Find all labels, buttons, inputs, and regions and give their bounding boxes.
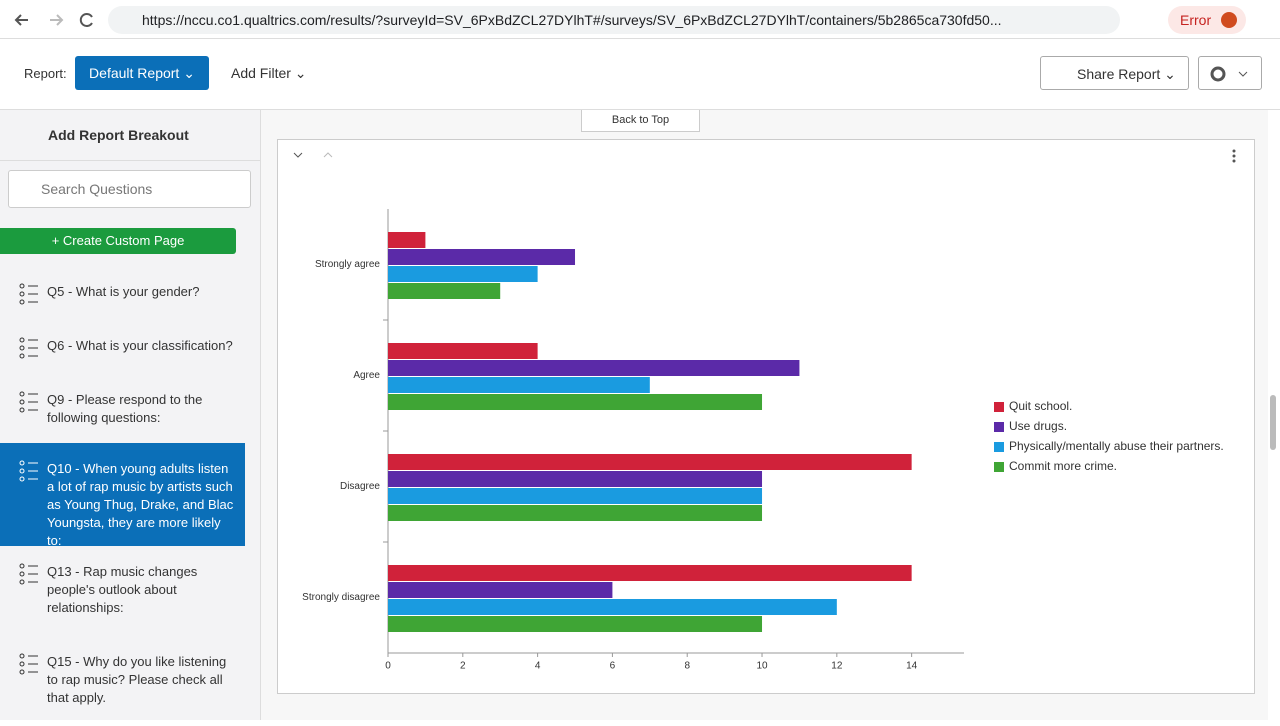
question-item[interactable]: Q5 - What is your gender? [0, 266, 245, 320]
bar [388, 454, 912, 470]
x-tick-label: 2 [460, 661, 466, 672]
error-text: Error [1180, 12, 1212, 28]
url-text: https://nccu.co1.qualtrics.com/results/?… [142, 12, 1002, 28]
question-text: Q15 - Why do you like listening to rap m… [47, 654, 227, 705]
back-to-top[interactable]: Back to Top [581, 110, 700, 132]
question-item[interactable]: Q6 - What is your classification? [0, 320, 245, 374]
bar [388, 232, 426, 248]
bar [388, 360, 800, 376]
legend-label: Commit more crime. [1009, 459, 1117, 473]
question-item[interactable]: Q9 - Please respond to the following que… [0, 374, 245, 443]
question-text: Q13 - Rap music changes people's outlook… [47, 564, 198, 615]
legend-swatch [994, 422, 1004, 432]
report-label: Report: [24, 66, 67, 81]
x-tick-label: 4 [535, 661, 541, 672]
breakout-header[interactable]: Add Report Breakout [0, 110, 260, 161]
y-tick-label: Strongly agree [315, 259, 380, 270]
address-bar[interactable]: https://nccu.co1.qualtrics.com/results/?… [108, 6, 1120, 34]
x-tick-label: 12 [831, 661, 843, 672]
bar [388, 471, 763, 487]
x-tick-label: 14 [906, 661, 918, 672]
back-to-top-text: Back to Top [611, 114, 670, 126]
share-report[interactable]: Share Report ⌄ [1040, 56, 1189, 90]
y-tick-label: Agree [353, 370, 380, 381]
bar [388, 616, 763, 632]
browser-bar: https://nccu.co1.qualtrics.com/results/?… [0, 0, 1280, 39]
create-text: Create Custom Page [62, 233, 185, 248]
menu-dot [1232, 154, 1236, 158]
x-tick-label: 8 [684, 661, 690, 672]
nav-buttons[interactable] [10, 8, 100, 32]
bar [388, 249, 576, 265]
legend-swatch [994, 402, 1004, 412]
bar [388, 266, 538, 282]
bar [388, 343, 538, 359]
question-item[interactable]: Q10 - When young adults listen a lot of … [0, 443, 245, 548]
report-toolbar: Report: Default Report ⌄ Add Filter ⌄ Sh… [0, 39, 1280, 110]
add-filter[interactable]: Add Filter ⌄ [231, 65, 307, 81]
collapse-icon [293, 152, 303, 158]
create-page-button[interactable]: + Create Custom Page [0, 228, 236, 254]
legend-swatch [994, 442, 1004, 452]
question-text: Q6 - What is your classification? [47, 338, 233, 353]
x-tick-label: 6 [610, 661, 616, 672]
bar [388, 394, 763, 410]
x-tick-label: 10 [756, 661, 768, 672]
report-dropdown[interactable]: Default Report ⌄ [75, 56, 209, 90]
question-text: Q5 - What is your gender? [47, 284, 200, 299]
bar [388, 283, 501, 299]
bar [388, 582, 613, 598]
question-item[interactable]: Q15 - Why do you like listening to rap m… [0, 636, 245, 726]
chart-panel: 0 2 4 6 8 10 12 14 Strongly agree Agree Disagree St… [277, 139, 1255, 694]
settings[interactable] [1198, 56, 1262, 90]
bar [388, 505, 763, 521]
legend-label: Use drugs. [1009, 419, 1067, 433]
search-box[interactable]: Search Questions [8, 170, 251, 208]
chart: 0 2 4 6 8 10 12 14 Strongly agree Agree Disagree St… [293, 149, 1236, 672]
bar [388, 565, 912, 581]
bar [388, 599, 837, 615]
bar [388, 377, 650, 393]
question-item[interactable]: Q13 - Rap music changes people's outlook… [0, 546, 245, 636]
y-tick-label: Disagree [340, 481, 380, 492]
menu-dot [1232, 159, 1236, 163]
menu-dot [1232, 149, 1236, 153]
add-filter-text: Add Filter [231, 65, 291, 81]
legend-label: Physically/mentally abuse their partners… [1009, 439, 1224, 453]
bar [388, 488, 763, 504]
question-text: Q9 - Please respond to the following que… [47, 392, 203, 425]
x-tick-label: 0 [385, 661, 391, 672]
legend-label: Quit school. [1009, 399, 1072, 413]
y-tick-label: Strongly disagree [302, 592, 380, 603]
profile-error[interactable]: Error [1168, 6, 1246, 34]
search-placeholder: Search Questions [41, 181, 153, 197]
question-text: Q10 - When young adults listen a lot of … [47, 461, 234, 548]
expand-icon [323, 152, 333, 158]
report-name: Default Report [89, 65, 180, 81]
breakout-text: Add Report Breakout [48, 127, 189, 143]
legend-swatch [994, 462, 1004, 472]
share-text: Share Report [1077, 66, 1161, 82]
sidebar: Add Report Breakout Search Questions + C… [0, 110, 261, 720]
scrollbar[interactable] [1270, 395, 1276, 450]
